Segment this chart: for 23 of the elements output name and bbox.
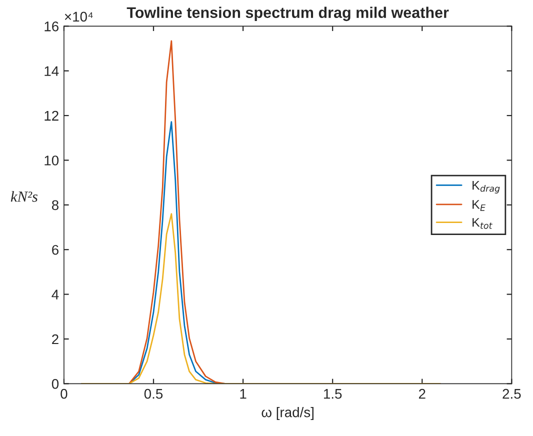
x-tick-label: 2 xyxy=(418,388,426,399)
x-tick-label: 0.5 xyxy=(144,388,163,399)
y-tick-label: 14 xyxy=(44,66,59,76)
y-tick-label: 2 xyxy=(52,334,58,344)
x-tick-label: 2.5 xyxy=(502,388,521,399)
y-tick-label: 6 xyxy=(52,244,58,255)
y-tick-label: 0 xyxy=(52,379,59,389)
legend-label: K$_{E}$ xyxy=(472,200,486,211)
line-series xyxy=(81,213,441,384)
y-tick-label: 16 xyxy=(44,21,58,32)
x-tick-label: 1 xyxy=(240,389,246,399)
chart-title: Towline tension spectrum drag mild weather xyxy=(126,6,449,22)
y-tick-label: 10 xyxy=(44,156,59,166)
y-tick-label: 4 xyxy=(52,290,59,300)
legend-label: K$_{tot}$ xyxy=(472,218,492,229)
x-tick-label: 1.5 xyxy=(324,389,342,399)
y-tick-label: 12 xyxy=(44,110,58,121)
y-axis-title: kN²s xyxy=(10,191,38,202)
x-tick-label: 0 xyxy=(60,388,68,399)
y-tick-label: 8 xyxy=(52,200,58,210)
legend-label: K$_{drag}$ xyxy=(472,180,500,194)
text: ×10⁴ xyxy=(64,12,93,22)
x-axis-title: ω [rad/s] xyxy=(262,407,314,420)
